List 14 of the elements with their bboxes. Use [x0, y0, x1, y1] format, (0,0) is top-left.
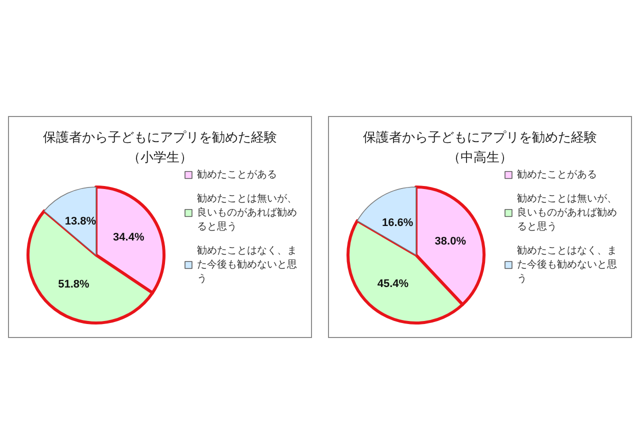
data-label: 45.4% [377, 278, 409, 290]
data-label: 16.6% [382, 216, 414, 229]
legend-label: 勧めたことは無いが、良いものがあれば勧めると思う [517, 192, 617, 232]
data-label: 51.8% [58, 278, 90, 291]
legend-label: 勧めたことはなく、また今後も勧めないと思う [517, 246, 617, 284]
legend-label: 勧めたことは無いが、良いものがあれば勧めると思う [197, 192, 297, 232]
data-label: 38.0% [434, 235, 466, 248]
legend-label: 勧めたことがある [197, 170, 277, 180]
legend-label: 勧めたことがある [517, 170, 597, 180]
data-label: 34.4% [113, 232, 144, 244]
data-label: 13.8% [64, 215, 96, 228]
text: 保護者から子どもにアプリを勧めた経験（小学生） [43, 130, 277, 166]
text: 保護者から子どもにアプリを勧めた経験（中高生） [363, 130, 597, 166]
legend-label: 勧めたことはなく、また今後も勧めないと思う [197, 246, 297, 284]
